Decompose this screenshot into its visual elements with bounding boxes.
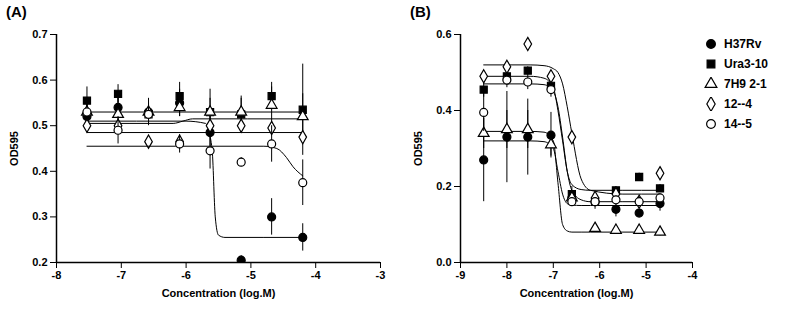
svg-text:Concentration (log.M): Concentration (log.M) <box>520 287 634 299</box>
svg-text:0.6: 0.6 <box>32 74 47 86</box>
svg-text:0.2: 0.2 <box>436 180 451 192</box>
html-text:14--5: 14--5 <box>724 117 752 131</box>
svg-text:0.0: 0.0 <box>436 256 451 268</box>
svg-text:0.7: 0.7 <box>32 28 47 40</box>
svg-text:0.3: 0.3 <box>32 210 47 222</box>
svg-text:0.6: 0.6 <box>436 28 451 40</box>
svg-text:0.5: 0.5 <box>32 119 47 131</box>
svg-text:OD595: OD595 <box>8 131 20 166</box>
html-text:7H9 2-1: 7H9 2-1 <box>724 77 767 91</box>
svg-text:-5: -5 <box>246 269 256 281</box>
svg-text:-6: -6 <box>595 269 605 281</box>
html-text:12--4: 12--4 <box>724 97 752 111</box>
svg-text:-4: -4 <box>311 269 322 281</box>
svg-text:-3: -3 <box>376 269 386 281</box>
svg-text:OD595: OD595 <box>412 131 424 166</box>
svg-text:-6: -6 <box>181 269 191 281</box>
svg-text:-8: -8 <box>52 269 62 281</box>
html-text:(B): (B) <box>410 3 431 20</box>
svg-text:-7: -7 <box>116 269 126 281</box>
html-text:H37Rv: H37Rv <box>724 37 762 51</box>
svg-text:Concentration (log.M): Concentration (log.M) <box>162 287 276 299</box>
svg-text:0.4: 0.4 <box>32 165 48 177</box>
html-text:(A): (A) <box>6 3 27 20</box>
svg-text:-4: -4 <box>688 269 699 281</box>
svg-text:0.2: 0.2 <box>32 256 47 268</box>
html-text:Ura3-10: Ura3-10 <box>724 57 768 71</box>
svg-text:-5: -5 <box>641 269 651 281</box>
svg-text:-7: -7 <box>548 269 558 281</box>
svg-text:0.4: 0.4 <box>436 104 452 116</box>
svg-text:-8: -8 <box>502 269 512 281</box>
svg-text:-9: -9 <box>456 269 466 281</box>
